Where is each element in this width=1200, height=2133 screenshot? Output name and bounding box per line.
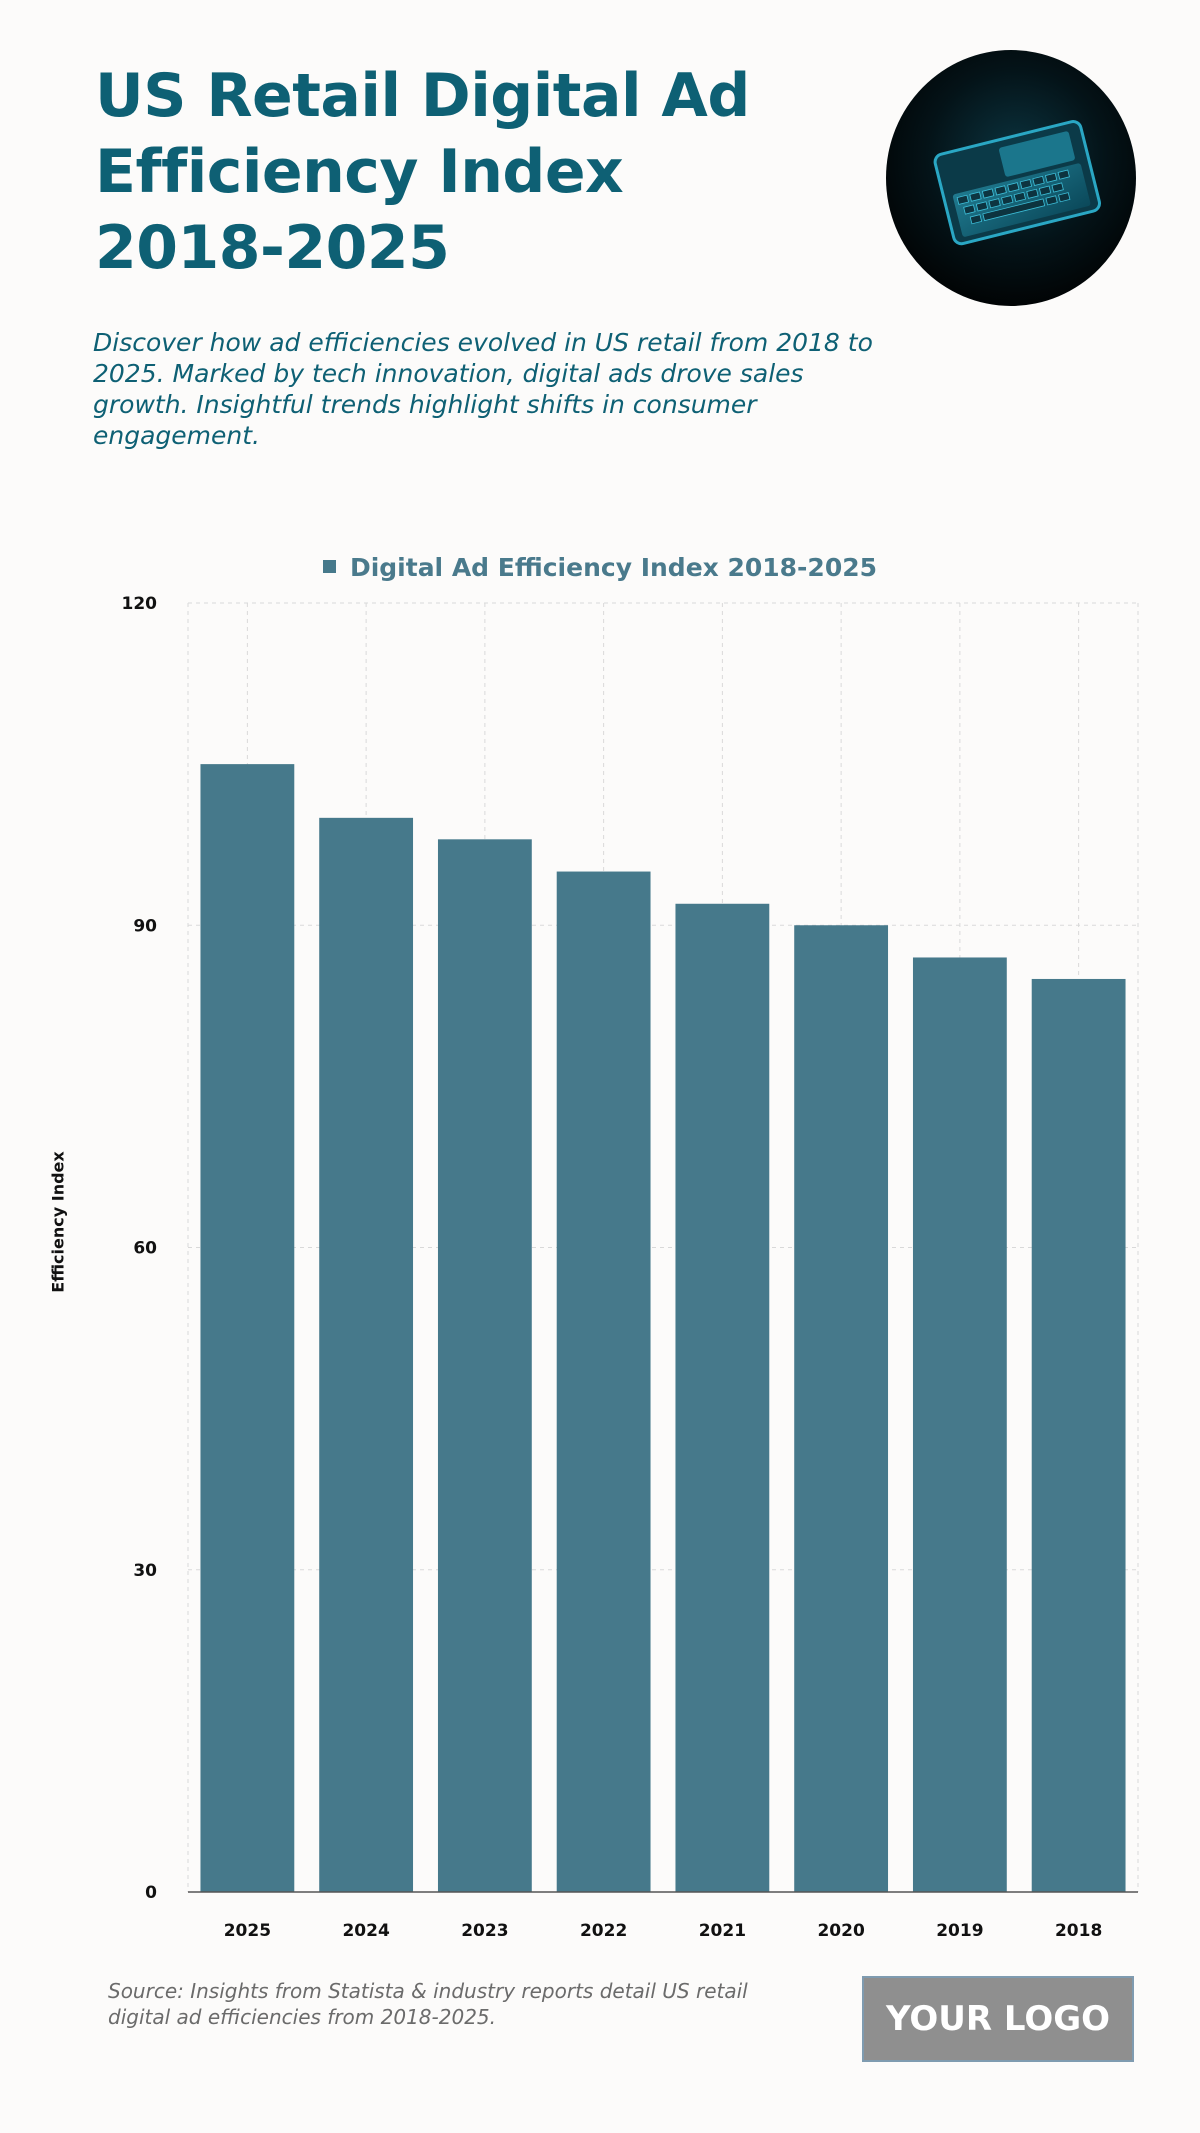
x-tick-label: 2021 (699, 1921, 746, 1941)
bar-2019 (912, 957, 1007, 1892)
logo-placeholder: YOUR LOGO (862, 1976, 1134, 2062)
y-tick-label: 60 (133, 1239, 157, 1259)
legend-swatch (322, 560, 336, 573)
y-tick-label: 90 (133, 916, 157, 936)
bar-2018 (1031, 978, 1126, 1892)
x-tick-label: 2025 (224, 1921, 271, 1941)
bar-2023 (437, 839, 532, 1892)
bar-2022 (556, 871, 651, 1892)
x-tick-label: 2024 (342, 1921, 389, 1941)
x-tick-label: 2018 (1055, 1921, 1102, 1941)
x-tick-label: 2020 (817, 1921, 864, 1941)
bar-2021 (675, 903, 770, 1892)
page-title: US Retail Digital Ad Efficiency Index 20… (95, 61, 750, 283)
x-tick-label: 2023 (461, 1921, 508, 1941)
chart-legend: Digital Ad Efficiency Index 2018-2025 (0, 553, 1200, 582)
bar-2024 (319, 817, 414, 1893)
x-tick-label: 2019 (936, 1921, 983, 1941)
source-note: Source: Insights from Statista & industr… (108, 1979, 748, 2029)
y-tick-label: 120 (122, 594, 158, 614)
y-tick-label: 30 (133, 1561, 157, 1581)
page-subtitle: Discover how ad efficiencies evolved in … (93, 328, 873, 450)
x-tick-label: 2022 (580, 1921, 627, 1941)
legend-label: Digital Ad Efficiency Index 2018-2025 (349, 553, 878, 582)
bar-2025 (200, 764, 295, 1892)
hero-image (886, 50, 1136, 306)
bar-2020 (794, 925, 889, 1892)
laptop-keyboard-image (933, 120, 1102, 246)
y-tick-label: 0 (145, 1883, 157, 1903)
y-axis-title: Efficiency Index (48, 1151, 68, 1293)
